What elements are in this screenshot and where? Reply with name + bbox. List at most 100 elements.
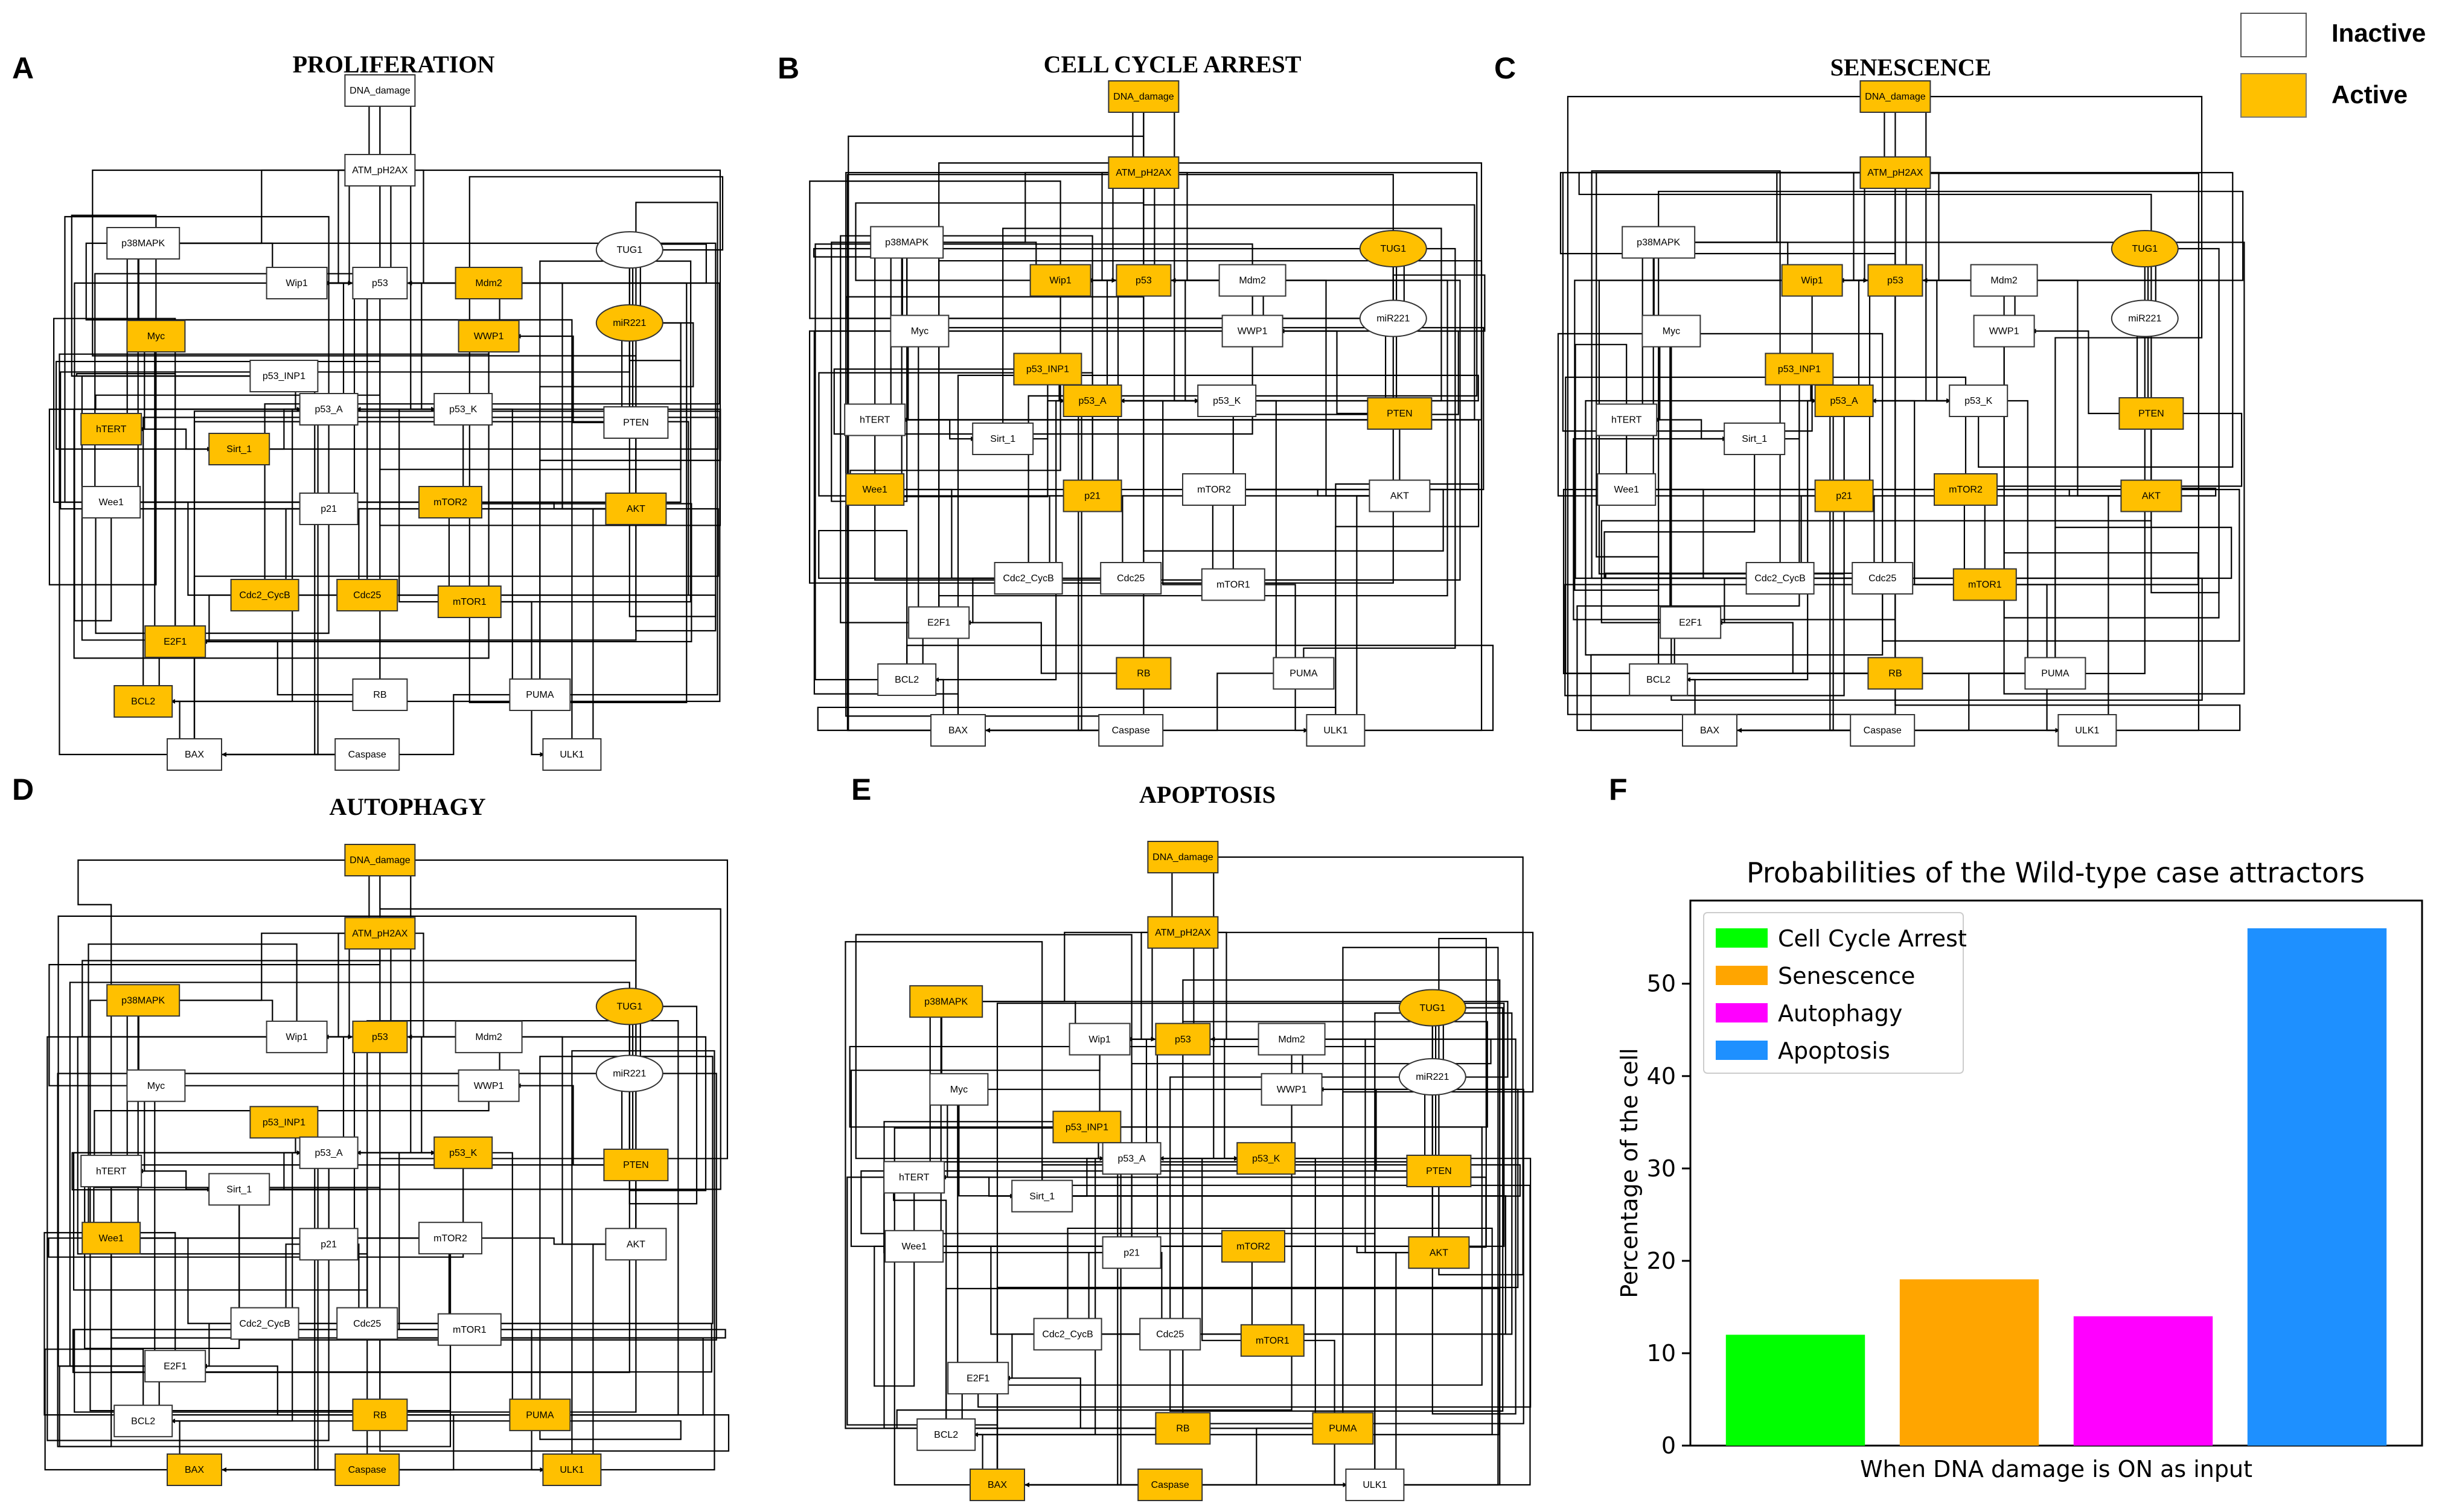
node-label: p21 xyxy=(1836,491,1852,502)
node-shape xyxy=(1596,403,1658,436)
legend-box xyxy=(1703,912,1964,1074)
node-label: PTEN xyxy=(623,1160,649,1170)
node-wwp1: WWP1 xyxy=(1973,314,2035,348)
node-label: BCL2 xyxy=(131,697,155,707)
edge xyxy=(380,1036,436,1155)
node-cdc2_cycb: Cdc2_CycB xyxy=(994,562,1063,595)
node-pten: PTEN xyxy=(1406,1155,1472,1187)
node-p38mapk: p38MAPK xyxy=(106,227,181,260)
node-label: PUMA xyxy=(526,690,554,700)
node-shape xyxy=(433,393,493,426)
node-label: Caspase xyxy=(1864,726,1902,736)
edge xyxy=(463,408,721,695)
node-label: Wip1 xyxy=(1088,1035,1111,1045)
edge xyxy=(1143,279,1200,403)
edge xyxy=(1340,946,1499,1486)
node-shape xyxy=(437,1313,502,1346)
node-shape xyxy=(1765,352,1834,386)
node-shape xyxy=(334,1453,400,1486)
node-p53_k: p53_K xyxy=(1236,1142,1296,1175)
node-pten: PTEN xyxy=(603,1149,669,1181)
edge xyxy=(973,1158,1267,1437)
node-label: p53_K xyxy=(1252,1153,1280,1164)
node-bcl2: BCL2 xyxy=(1629,663,1689,696)
node-shape xyxy=(884,1230,944,1263)
node-wee1: Wee1 xyxy=(845,473,905,506)
node-shape xyxy=(1139,1318,1201,1351)
node-label: Myc xyxy=(950,1085,968,1095)
node-shape xyxy=(1852,562,1914,595)
node-label: PUMA xyxy=(1290,669,1318,679)
node-label: mTOR2 xyxy=(1949,485,1983,495)
edge xyxy=(380,169,462,285)
node-mtor1: mTOR1 xyxy=(1952,568,2017,601)
edge xyxy=(170,1152,464,1424)
node-caspase: Caspase xyxy=(334,738,400,771)
node-label: BCL2 xyxy=(934,1430,958,1440)
panel-label: D xyxy=(12,773,34,806)
node-shape xyxy=(929,1073,989,1106)
node-bax: BAX xyxy=(167,1453,222,1486)
node-p38mapk: p38MAPK xyxy=(909,985,983,1018)
node-p53: p53 xyxy=(1116,264,1172,297)
node-label: Myc xyxy=(911,327,928,337)
node-label: Wip1 xyxy=(286,1032,308,1042)
panel-title: CELL CYCLE ARREST xyxy=(1044,51,1302,78)
node-caspase: Caspase xyxy=(1137,1469,1203,1501)
edge xyxy=(1710,672,2241,732)
edge xyxy=(1573,96,1898,620)
node-shape xyxy=(947,1362,1009,1395)
node-dna_damage: DNA_damage xyxy=(1859,80,1931,113)
node-label: Cdc25 xyxy=(1117,573,1145,584)
node-label: mTOR2 xyxy=(1236,1242,1270,1252)
node-akt: AKT xyxy=(605,493,667,525)
node-ulk1: ULK1 xyxy=(1345,1469,1405,1501)
node-shape xyxy=(870,226,944,259)
node-p53: p53 xyxy=(1155,1022,1211,1056)
node-wip1: Wip1 xyxy=(1781,264,1843,297)
node-shape xyxy=(509,678,571,711)
edge xyxy=(239,860,721,1190)
node-label: p53_INP1 xyxy=(1066,1122,1108,1132)
edge xyxy=(1895,171,2234,468)
edge xyxy=(377,859,729,1416)
node-p53_k: p53_K xyxy=(1949,384,2009,417)
edge xyxy=(849,1045,1378,1485)
node-label: AKT xyxy=(627,1240,645,1250)
node-shape xyxy=(1622,226,1696,259)
panel-label: F xyxy=(1609,773,1628,806)
node-shape xyxy=(877,663,937,696)
node-shape xyxy=(126,320,186,352)
x-axis-label: When DNA damage is ON as input xyxy=(1860,1456,2252,1482)
node-label: BAX xyxy=(185,750,204,760)
node-label: Mdm2 xyxy=(1990,276,2018,286)
edge xyxy=(1882,526,2232,674)
node-label: WWP1 xyxy=(1238,327,1268,337)
node-label: miR221 xyxy=(613,318,646,328)
node-sirt_1: Sirt_1 xyxy=(1011,1179,1073,1213)
node-mtor2: mTOR2 xyxy=(1934,473,1998,506)
edge xyxy=(95,508,636,634)
node-sirt_1: Sirt_1 xyxy=(972,423,1034,455)
node-label: ATM_pH2AX xyxy=(1155,928,1211,938)
node-label: TUG1 xyxy=(616,1002,642,1012)
node-atm_ph2ax: ATM_pH2AX xyxy=(1108,156,1180,189)
edge xyxy=(377,1329,726,1416)
node-dna_damage: DNA_damage xyxy=(344,74,416,107)
node-shape xyxy=(113,685,173,718)
node-cdc2_cycb: Cdc2_CycB xyxy=(230,1307,299,1340)
edge xyxy=(1559,171,1898,674)
edge xyxy=(914,1176,1015,1199)
edge xyxy=(143,1414,682,1440)
node-label: PTEN xyxy=(1387,409,1413,419)
node-label: Caspase xyxy=(1151,1480,1189,1490)
edge xyxy=(469,601,545,757)
node-pten: PTEN xyxy=(603,406,669,439)
edge xyxy=(377,933,730,1452)
node-wwp1: WWP1 xyxy=(458,320,520,352)
edge xyxy=(1718,620,1896,674)
node-label: p38MAPK xyxy=(121,996,165,1006)
node-shape xyxy=(334,738,400,771)
node-label: p53_INP1 xyxy=(263,1118,305,1128)
node-mir221: miR221 xyxy=(1398,1058,1466,1096)
